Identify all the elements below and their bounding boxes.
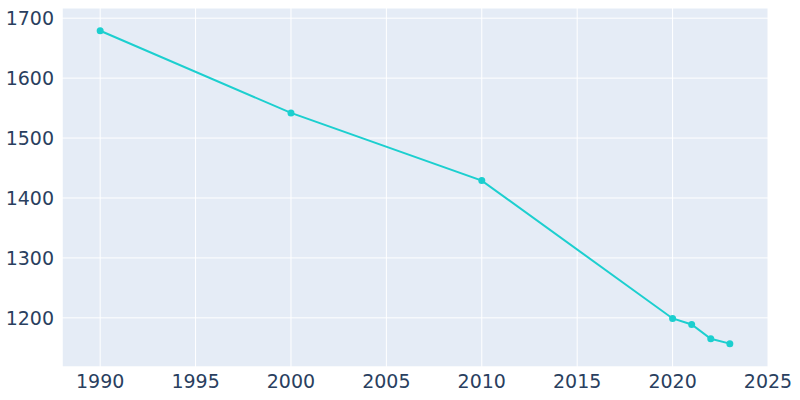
svg-text:1600: 1600 <box>8 67 54 89</box>
svg-text:1400: 1400 <box>8 187 54 209</box>
svg-text:1300: 1300 <box>8 247 54 269</box>
svg-text:1700: 1700 <box>8 7 54 29</box>
svg-text:2025: 2025 <box>744 370 792 392</box>
svg-text:2000: 2000 <box>267 370 315 392</box>
svg-text:2010: 2010 <box>458 370 506 392</box>
svg-text:1990: 1990 <box>76 370 124 392</box>
svg-text:2020: 2020 <box>648 370 696 392</box>
svg-text:2005: 2005 <box>362 370 410 392</box>
svg-text:2015: 2015 <box>553 370 601 392</box>
svg-text:1500: 1500 <box>8 127 54 149</box>
svg-text:1995: 1995 <box>171 370 219 392</box>
svg-text:1200: 1200 <box>8 307 54 329</box>
